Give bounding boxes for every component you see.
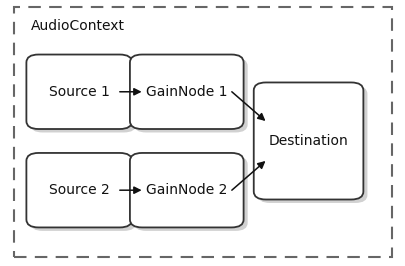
FancyBboxPatch shape [134,58,247,132]
FancyBboxPatch shape [26,153,132,227]
FancyBboxPatch shape [253,82,362,200]
FancyBboxPatch shape [257,86,367,203]
Text: GainNode 2: GainNode 2 [146,183,227,197]
FancyBboxPatch shape [26,55,132,129]
FancyBboxPatch shape [134,156,247,231]
FancyBboxPatch shape [130,55,243,129]
Text: Source 2: Source 2 [49,183,109,197]
Text: AudioContext: AudioContext [30,19,124,33]
FancyBboxPatch shape [130,153,243,227]
FancyBboxPatch shape [30,156,136,231]
FancyBboxPatch shape [30,58,136,132]
Text: Destination: Destination [268,134,347,148]
Text: Source 1: Source 1 [49,85,109,99]
Text: GainNode 1: GainNode 1 [146,85,227,99]
